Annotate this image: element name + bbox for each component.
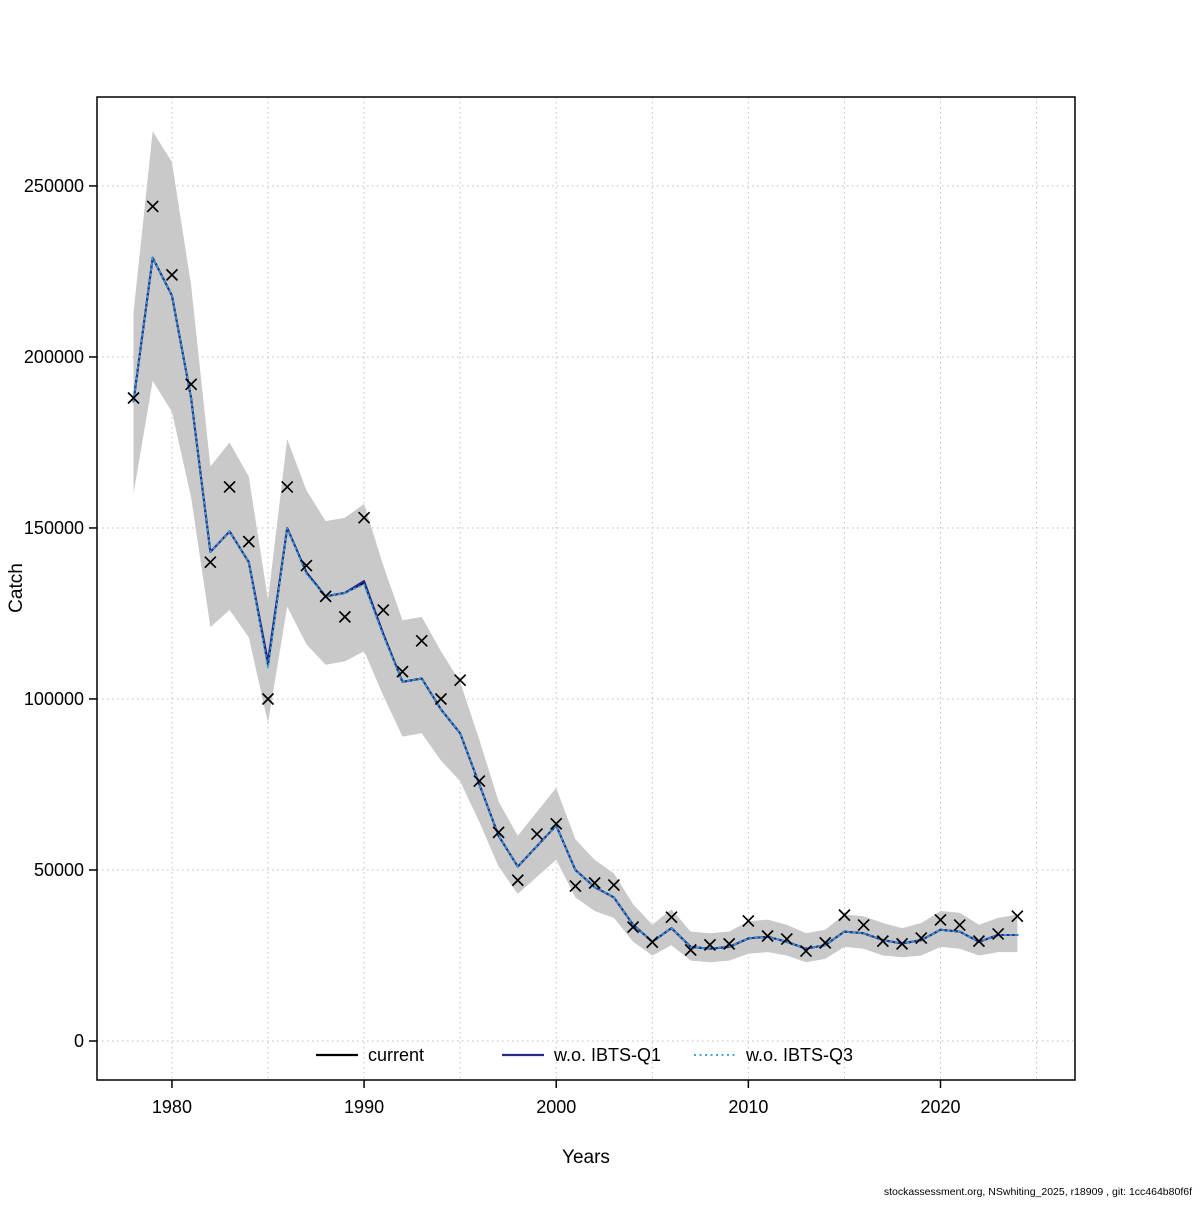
plot-border — [96, 96, 1076, 1081]
legend: current w.o. IBTS-Q1 w.o. IBTS-Q3 — [316, 1045, 853, 1065]
observed-marker — [703, 938, 717, 951]
observed-marker — [665, 911, 678, 924]
observed-marker — [895, 937, 909, 950]
series-line-w-o-ibts-q3 — [132, 256, 1019, 950]
observed-marker — [761, 929, 774, 943]
observed-marker — [473, 774, 486, 788]
observed-marker — [684, 943, 697, 957]
observed-marker — [223, 480, 236, 494]
observed-marker — [281, 480, 294, 494]
observed-marker — [261, 692, 275, 706]
observed-marker — [319, 590, 332, 603]
observed-marker — [857, 918, 870, 932]
x-tick-label: 2000 — [536, 1097, 576, 1117]
y-tick-label: 0 — [74, 1031, 84, 1051]
observed-marker — [780, 932, 793, 946]
legend-label: current — [368, 1045, 424, 1065]
observed-marker — [204, 556, 217, 569]
observed-marker — [626, 921, 640, 934]
observed-catch-markers — [127, 200, 1024, 958]
observed-marker — [972, 935, 986, 948]
observed-marker — [607, 878, 620, 892]
observed-marker — [127, 391, 140, 405]
observed-marker — [646, 936, 659, 949]
observed-marker — [415, 634, 428, 647]
observed-marker — [434, 692, 448, 706]
observed-marker — [146, 200, 159, 213]
confidence-band — [133, 131, 1018, 963]
x-tick-label: 1980 — [152, 1097, 192, 1117]
observed-marker — [165, 268, 179, 281]
observed-marker — [454, 674, 467, 687]
observed-marker — [819, 936, 832, 949]
observed-marker — [511, 874, 524, 887]
axes: 1980 1990 2000 2010 2020 0 50000 100000 150000 20… — [24, 176, 961, 1117]
observed-marker — [953, 918, 966, 932]
observed-marker — [1011, 910, 1024, 923]
observed-marker — [569, 879, 582, 893]
confidence-band-area — [133, 131, 1018, 963]
observed-marker — [742, 914, 755, 928]
observed-marker — [876, 935, 889, 948]
legend-label: w.o. IBTS-Q3 — [745, 1045, 853, 1065]
observed-marker — [338, 610, 351, 623]
observed-marker — [799, 944, 813, 958]
series-lines — [132, 256, 1019, 950]
observed-marker — [934, 913, 947, 927]
observed-marker — [915, 931, 928, 945]
y-tick-label: 100000 — [24, 689, 84, 709]
x-tick-label: 2020 — [920, 1097, 960, 1117]
y-axis-title: Catch — [6, 563, 27, 613]
footer-text: stockassessment.org, NSwhiting_2025, r18… — [884, 1186, 1192, 1198]
observed-marker — [396, 665, 409, 678]
y-tick-label: 50000 — [34, 860, 84, 880]
y-tick-label: 150000 — [24, 518, 84, 538]
observed-marker — [300, 559, 313, 572]
observed-marker — [242, 535, 255, 548]
observed-marker — [185, 378, 198, 391]
observed-marker — [723, 937, 736, 950]
legend-label: w.o. IBTS-Q1 — [553, 1045, 661, 1065]
observed-marker — [530, 827, 544, 841]
observed-marker — [492, 826, 505, 839]
x-tick-label: 2010 — [728, 1097, 768, 1117]
observed-marker — [550, 817, 563, 830]
x-tick-label: 1990 — [344, 1097, 384, 1117]
observed-marker — [357, 511, 371, 524]
y-tick-label: 200000 — [24, 347, 84, 367]
observed-marker — [377, 603, 390, 617]
x-axis-title: Years — [562, 1147, 610, 1168]
observed-marker — [838, 909, 851, 922]
observed-marker — [588, 876, 601, 890]
observed-marker — [992, 927, 1005, 941]
y-tick-label: 250000 — [24, 176, 84, 196]
